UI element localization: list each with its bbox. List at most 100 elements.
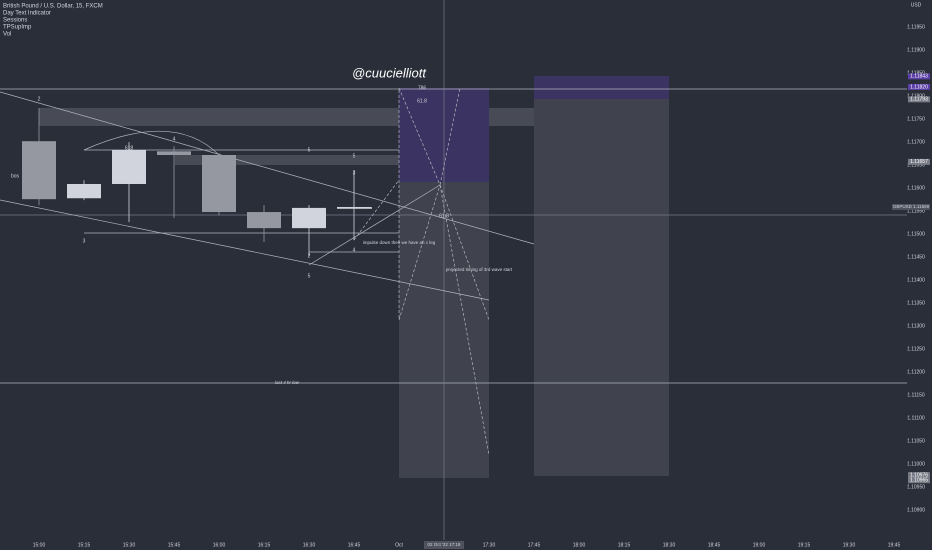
crosshair-price-bg (892, 203, 930, 210)
x-tick-label: 18:00 (573, 542, 586, 548)
price-label-bg (908, 477, 930, 484)
x-tick-label: 15:00 (33, 542, 46, 548)
annotation: 5 (353, 153, 356, 159)
stop-zone (534, 99, 669, 476)
crosshair-time-bg (424, 541, 464, 549)
trendline (0, 91, 535, 245)
x-tick-label: 16:00 (213, 542, 226, 548)
y-tick-label: 1.11650 (907, 162, 925, 168)
y-tick-label: 1.11700 (907, 139, 925, 145)
price-label: 1.11843 (910, 74, 928, 80)
y-tick-label: 1.11900 (907, 47, 925, 53)
x-tick-label: 19:45 (888, 542, 901, 548)
y-tick-label: 1.11050 (907, 438, 925, 444)
indicator: Day Text Indicator (3, 11, 51, 17)
price-label: 1.11820 (910, 84, 928, 90)
dashed (398, 184, 441, 321)
watermark: @cuucielliott (352, 65, 427, 80)
price-label-bg (908, 158, 930, 165)
x-tick-label: 17:30 (483, 542, 496, 548)
x-tick-label: 15:30 (123, 542, 136, 548)
y-tick-label: 1.11500 (907, 231, 925, 237)
dashed (353, 179, 400, 241)
crosshair-price: GBPUSD 1.11559 (893, 204, 930, 209)
price-label: 1.11657 (910, 159, 928, 165)
candle-body (292, 207, 326, 229)
candle-body (202, 155, 236, 213)
price-label: 1.10965 (910, 478, 928, 484)
x-tick-label: 15:15 (78, 542, 91, 548)
x-tick-label: 17:45 (528, 542, 541, 548)
y-tick-label: 1.11600 (907, 185, 925, 191)
x-tick-label: 16:15 (258, 542, 271, 548)
price-label-bg (908, 472, 930, 479)
annotation: projected timing of 3rd wave start (446, 267, 513, 272)
arc (83, 130, 220, 156)
y-tick-label: 1.11350 (907, 300, 925, 306)
indicator: Sessions (3, 18, 27, 24)
annotation: 2 (38, 96, 41, 102)
x-tick-label: Oct (395, 542, 403, 548)
y-tick-label: 1.11750 (907, 116, 925, 122)
x-tick-label: 18:30 (663, 542, 676, 548)
dashed (398, 87, 441, 186)
annotation: 61.8 (417, 98, 427, 104)
x-tick-label: 19:00 (753, 542, 766, 548)
price-axis (907, 0, 932, 550)
price-label: 1.10976 (910, 472, 928, 478)
indicator: Vol (3, 32, 11, 38)
price-label-bg (908, 96, 930, 103)
price-label-bg (908, 73, 930, 80)
x-tick-label: 18:45 (708, 542, 721, 548)
annotation: 2 (308, 253, 311, 259)
dashed (439, 87, 461, 186)
candle-body (67, 183, 101, 199)
annotation: 3 (83, 238, 86, 244)
candle-body (157, 151, 191, 156)
x-tick-label: 18:15 (618, 542, 631, 548)
y-tick-label: 1.11550 (907, 208, 925, 214)
chart-title: British Pound / U.S. Dollar, 15, FXCM (3, 4, 103, 10)
y-tick-label: 1.11950 (907, 24, 925, 30)
y-tick-label: 1.11450 (907, 254, 925, 260)
x-tick-label: 19:15 (798, 542, 811, 548)
dashed (439, 184, 490, 456)
indicator: TPSupImp (3, 25, 32, 31)
annotation: bos (11, 173, 20, 179)
annotation: 5 (308, 273, 311, 279)
x-tick-label: 16:30 (303, 542, 316, 548)
price-label-bg (908, 83, 930, 90)
y-tick-label: 1.10950 (907, 484, 925, 490)
y-tick-label: 1.11400 (907, 277, 925, 283)
price-label: 1.11793 (910, 97, 928, 103)
annotation: 5 (308, 147, 311, 153)
zone (175, 155, 399, 165)
annotation: 61.8 (439, 213, 449, 219)
candle-body (22, 141, 56, 200)
trendline (0, 199, 490, 301)
annotation: last 4 hr low (275, 380, 300, 385)
x-tick-label: 16:45 (348, 542, 361, 548)
crosshair-time: 02 Oct '22 17:19 (428, 542, 461, 547)
annotation: 618 (125, 145, 134, 151)
annotation: 4 (353, 247, 356, 253)
y-tick-label: 1.11300 (907, 323, 925, 329)
candle-body (247, 212, 281, 229)
annotation: 786 (418, 85, 427, 91)
y-tick-label: 1.11250 (907, 346, 925, 352)
annotation: 4 (173, 136, 176, 142)
dashed (439, 184, 490, 321)
x-tick-label: 15:45 (168, 542, 181, 548)
x-tick-label: 19:30 (843, 542, 856, 548)
y-tick-label: 1.10900 (907, 507, 925, 513)
candle-body (337, 206, 371, 208)
annotation: impulse down then we have an c leg (363, 240, 436, 245)
y-tick-label: 1.11150 (907, 392, 925, 398)
candle-body (112, 149, 146, 184)
target-zone (534, 76, 669, 99)
y-tick-label: 1.11200 (907, 369, 925, 375)
axis-unit: USD (911, 2, 922, 8)
y-tick-label: 1.11100 (907, 415, 925, 421)
y-tick-label: 1.11000 (907, 461, 925, 467)
